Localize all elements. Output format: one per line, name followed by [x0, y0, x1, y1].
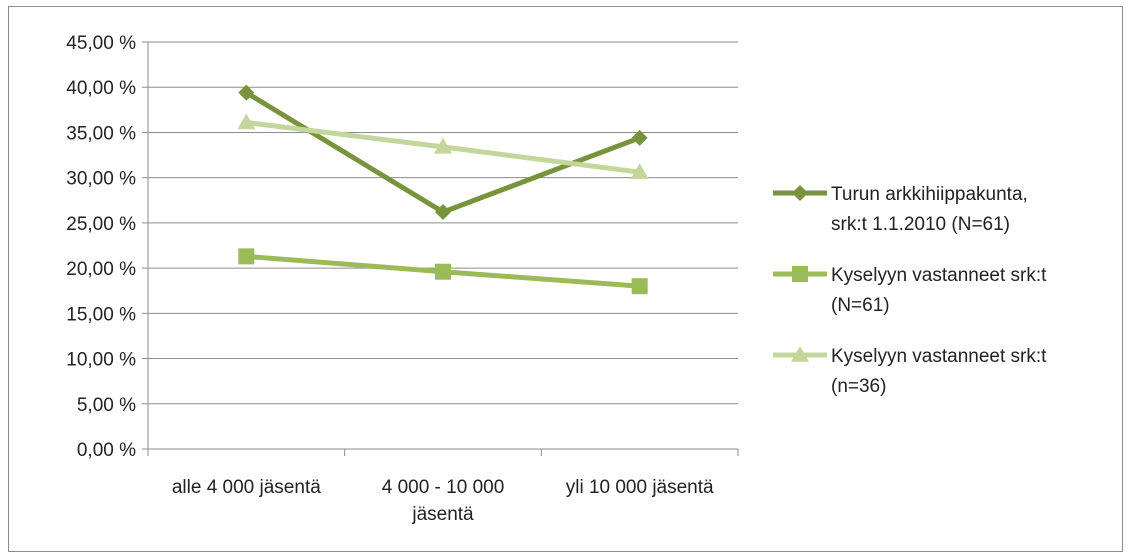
- data-point-marker: [435, 204, 451, 221]
- x-category-label: 4 000 - 10 000 jäsentä: [382, 477, 505, 525]
- y-tick-label: 30,00 %: [66, 169, 136, 190]
- y-axis-tick-labels: 0,00 % 5,00 % 10,00 % 15,00 % 20,00 % 25,00 %…: [66, 33, 136, 461]
- y-tick-label: 5,00 %: [77, 395, 136, 416]
- x-category-label: yli 10 000 jäsentä: [566, 477, 714, 498]
- legend-swatch-marker: [792, 185, 808, 201]
- legend-label: Kyselyyn vastanneet srk:t (n=36): [831, 346, 1047, 397]
- series-2: [238, 248, 648, 295]
- legend: Turun arkkihiippakunta, srk:t 1.1.2010 (N…: [773, 184, 1047, 397]
- y-tick-label: 45,00 %: [66, 33, 136, 54]
- data-point-marker: [630, 163, 649, 179]
- y-tick-label: 20,00 %: [66, 259, 136, 280]
- legend-item-3: Kyselyyn vastanneet srk:t (n=36): [773, 346, 1047, 397]
- y-tick-label: 35,00 %: [66, 123, 136, 144]
- data-point-marker: [238, 84, 255, 101]
- data-point-marker: [631, 278, 648, 295]
- axes: [142, 41, 739, 456]
- series-3: [237, 113, 649, 179]
- data-point-marker: [238, 248, 255, 265]
- series-group: [237, 84, 649, 295]
- data-point-marker: [237, 113, 256, 130]
- data-point-marker: [631, 129, 648, 146]
- data-point-marker: [434, 137, 452, 154]
- gridlines: [148, 41, 738, 405]
- legend-swatch-marker: [792, 266, 808, 282]
- y-tick-label: 25,00 %: [66, 214, 136, 235]
- legend-item-1: Turun arkkihiippakunta, srk:t 1.1.2010 (N…: [773, 184, 1028, 235]
- legend-item-2: Kyselyyn vastanneet srk:t (N=61): [773, 265, 1047, 316]
- x-axis-category-labels: alle 4 000 jäsentä 4 000 - 10 000 jäsentä y…: [172, 477, 714, 525]
- legend-swatch-marker: [791, 346, 809, 362]
- legend-label: Turun arkkihiippakunta, srk:t 1.1.2010 (N…: [831, 184, 1028, 235]
- y-tick-label: 15,00 %: [66, 304, 136, 325]
- data-point-marker: [435, 263, 451, 280]
- legend-label: Kyselyyn vastanneet srk:t (N=61): [831, 265, 1047, 316]
- y-tick-label: 40,00 %: [66, 78, 136, 99]
- y-tick-label: 0,00 %: [77, 440, 136, 461]
- x-category-label: alle 4 000 jäsentä: [172, 477, 321, 498]
- y-tick-label: 10,00 %: [66, 350, 136, 371]
